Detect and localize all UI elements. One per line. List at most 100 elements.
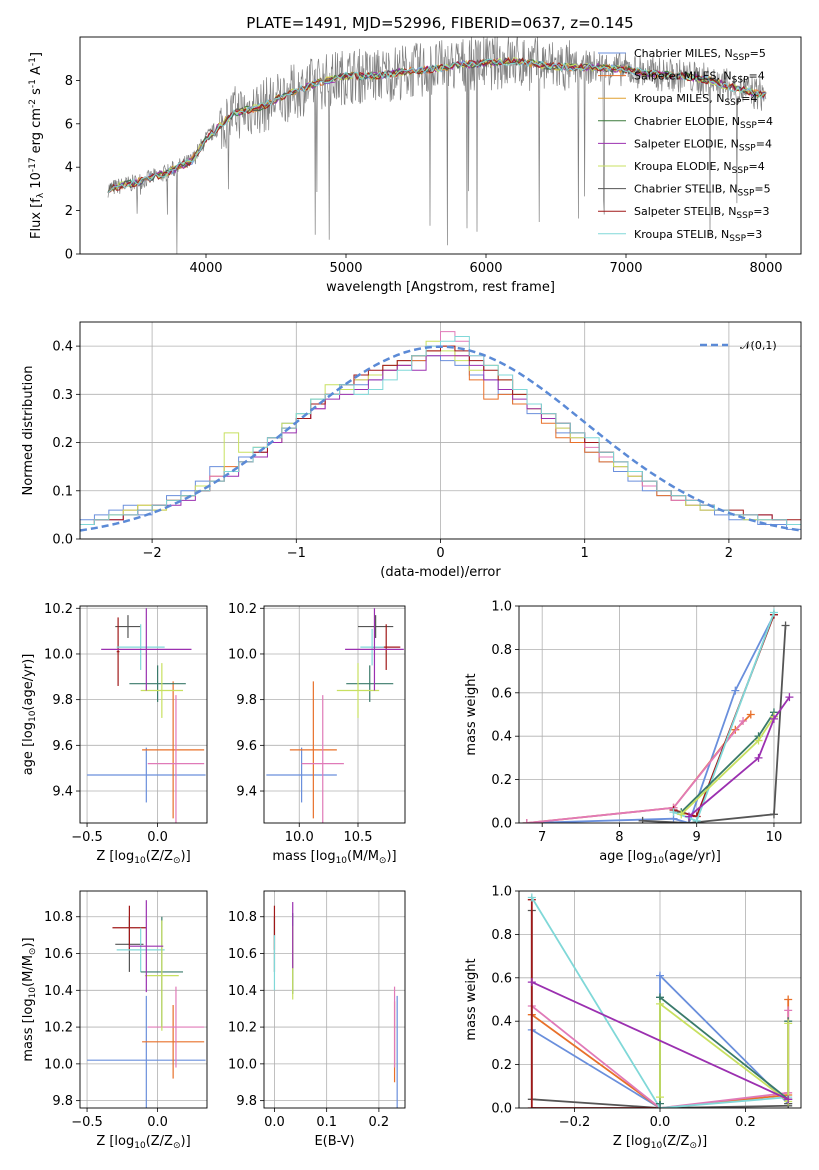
y-tick-label: 10.6: [44, 947, 73, 962]
errorbar-point-8: [101, 608, 192, 691]
plot-area: [80, 322, 801, 539]
series-line-1: [526, 713, 752, 823]
plot-area: [264, 606, 405, 823]
errorbar-point-4: [116, 617, 120, 686]
legend-label: Chabrier STELIB, NSSP=5: [634, 183, 771, 199]
axes-frame: [263, 890, 406, 1109]
axes-frame: [518, 605, 802, 824]
x-tick-label: 0.0: [147, 830, 168, 845]
legend: Chabrier MILES, NSSP=5 Salpeter MILES, NS…: [598, 47, 773, 244]
y-tick-label: 10.2: [44, 1021, 73, 1036]
y-tick-label: 0.0: [52, 533, 73, 548]
errorbar-point-5: [360, 628, 384, 666]
x-tick-label: 10.0: [285, 830, 314, 845]
y-tick-label: 9.4: [52, 785, 73, 800]
legend-label: 𝒩(0,1): [740, 339, 777, 352]
x-tick-label: −0.2: [559, 1115, 591, 1130]
x-axis-label: mass [log10(M/M⊙)]: [272, 849, 396, 866]
y-tick-label: 1.0: [491, 600, 512, 615]
series-line-3: [642, 625, 787, 823]
errorbar-point-8: [345, 608, 404, 691]
errorbar-point-7: [336, 663, 380, 718]
x-axis-label: age [log10(age/yr)]: [599, 849, 721, 866]
x-axis-label: E(B-V): [314, 1134, 354, 1149]
x-tick-label: 7000: [609, 261, 642, 276]
x-tick-label: −2: [143, 546, 162, 561]
x-tick-label: 0.1: [316, 1115, 337, 1130]
x-tick-label: 5000: [329, 261, 362, 276]
y-tick-label: 0.4: [491, 730, 512, 745]
y-tick-label: 2: [65, 204, 73, 219]
series-marker: [769, 608, 778, 617]
series-marker: [754, 736, 763, 745]
errorbar-point-1: [142, 681, 205, 819]
x-tick-label: 0.2: [735, 1115, 756, 1130]
y-tick-label: 4: [65, 161, 73, 176]
series-line-4: [530, 899, 660, 1108]
x-tick-label: 7: [538, 830, 546, 845]
panel-age_vs_mass: 10.0 10.5 9.4 9.6 9.8 10.0 10.2 mass [log10(M/M…: [228, 602, 406, 866]
y-axis-label: Flux [fλ 10-17 erg cm-2 s-1 A-1]: [28, 52, 46, 239]
legend-label: Salpeter STELIB, NSSP=3: [634, 205, 770, 221]
series-line-8: [688, 696, 791, 818]
y-tick-label: 10.0: [44, 1057, 73, 1072]
x-tick-label: 9: [693, 830, 701, 845]
series-marker: [739, 717, 748, 726]
panel-residuals: −2 −1 0 1 2 0.0 0.1 0.2 0.3 0.4 (data-model)/error…: [21, 321, 802, 580]
figure-title: PLATE=1491, MJD=52996, FIBERID=0637, z=0…: [246, 14, 633, 32]
series-marker: [754, 753, 763, 762]
x-tick-label: −0.5: [71, 830, 103, 845]
x-tick-label: 0.0: [147, 1115, 168, 1130]
errorbar-point-1: [289, 681, 337, 819]
plot-area: [264, 891, 405, 1108]
y-tick-label: 9.8: [52, 693, 73, 708]
x-tick-label: 8000: [749, 261, 782, 276]
x-tick-label: 1: [581, 546, 589, 561]
x-tick-label: 4000: [189, 261, 222, 276]
series-marker: [769, 714, 778, 723]
series-marker: [522, 819, 531, 823]
series-marker: [527, 893, 536, 902]
x-tick-label: 10: [766, 830, 783, 845]
y-tick-label: 0.0: [491, 1102, 512, 1117]
y-tick-label: 10.8: [228, 910, 257, 925]
x-axis-label: Z [log10(Z/Z⊙)]: [96, 849, 190, 866]
panel-spectrum: 4000 5000 6000 7000 8000 0 2 4 6 8 wavelength [Ang…: [28, 36, 802, 295]
x-tick-label: 0: [436, 546, 444, 561]
y-axis-label: mass weight: [464, 673, 479, 755]
y-tick-label: 0.2: [491, 773, 512, 788]
x-tick-label: 6000: [469, 261, 502, 276]
series-line-7: [659, 1001, 790, 1104]
y-tick-label: 10.2: [44, 602, 73, 617]
y-tick-label: 0.2: [491, 1058, 512, 1073]
axes-frame: [263, 605, 406, 824]
series-marker: [656, 1093, 664, 1102]
legend-label: Kroupa STELIB, NSSP=3: [634, 228, 762, 244]
model-line-8: [107, 58, 767, 194]
axes-frame: [518, 890, 802, 1109]
axes-frame: [79, 321, 802, 540]
x-tick-label: 0.0: [264, 1115, 285, 1130]
errorbar-point-5: [116, 927, 165, 972]
plot-area: [107, 37, 767, 254]
x-axis-label: Z [log10(Z/Z⊙)]: [613, 1134, 707, 1151]
errorbar-point-2: [147, 695, 205, 823]
errorbar-point-3: [115, 615, 141, 638]
panels: 4000 5000 6000 7000 8000 0 2 4 6 8 wavelength [Ang…: [21, 36, 802, 1151]
y-axis-label: age [log10(age/yr)]: [21, 654, 38, 776]
legend-label: Kroupa ELODIE, NSSP=4: [634, 160, 765, 176]
y-axis-label: mass [log10(M/M⊙)]: [21, 937, 38, 1061]
y-tick-label: 10.0: [228, 1057, 257, 1072]
errorbar-point-0: [87, 995, 206, 1108]
series-line-5: [531, 897, 789, 1108]
x-tick-label: 8: [615, 830, 623, 845]
y-axis-label: Normed distribution: [21, 366, 36, 496]
plot-area: [80, 606, 207, 823]
series-marker: [785, 693, 794, 702]
legend-label: Salpeter ELODIE, NSSP=4: [634, 137, 772, 153]
errorbar-point-7: [140, 663, 184, 718]
legend-label: Chabrier MILES, NSSP=5: [634, 47, 766, 63]
errorbar-point-0: [87, 747, 206, 803]
series-marker: [781, 621, 790, 630]
